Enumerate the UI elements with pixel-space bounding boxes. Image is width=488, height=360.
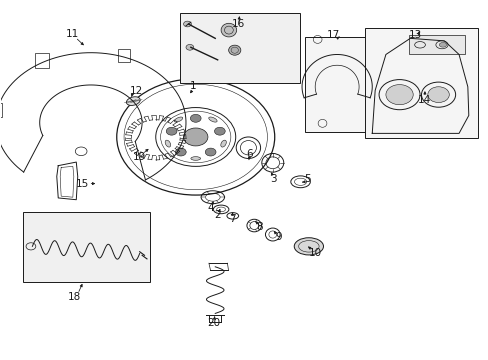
Circle shape (166, 127, 177, 135)
Ellipse shape (221, 140, 226, 147)
Bar (365, 28, 477, 138)
Bar (305, 37, 380, 132)
Circle shape (214, 127, 225, 135)
Ellipse shape (228, 45, 241, 55)
Text: 1: 1 (190, 81, 196, 91)
Circle shape (183, 21, 191, 27)
Bar (0, 103, 2, 117)
Bar (22, 212, 150, 282)
Circle shape (183, 128, 207, 146)
Text: 10: 10 (308, 248, 321, 258)
Bar (408, 35, 465, 54)
Text: 20: 20 (207, 318, 221, 328)
Ellipse shape (126, 97, 140, 105)
Ellipse shape (174, 117, 183, 122)
Text: 5: 5 (304, 174, 310, 184)
Bar (118, 49, 130, 62)
Circle shape (190, 114, 201, 122)
Text: 8: 8 (255, 222, 262, 231)
Text: 14: 14 (417, 95, 430, 105)
Circle shape (205, 148, 216, 156)
Text: 15: 15 (76, 179, 89, 189)
Text: 3: 3 (270, 174, 277, 184)
Circle shape (185, 44, 193, 50)
Text: 13: 13 (407, 30, 421, 40)
Circle shape (427, 87, 448, 103)
Text: 16: 16 (231, 19, 245, 30)
Text: 18: 18 (68, 292, 81, 302)
Ellipse shape (438, 42, 446, 47)
Text: 2: 2 (214, 210, 221, 220)
Text: 7: 7 (228, 214, 235, 224)
Text: 6: 6 (245, 149, 252, 159)
Ellipse shape (294, 238, 323, 255)
Ellipse shape (208, 117, 217, 122)
Text: 12: 12 (129, 86, 142, 96)
Text: 17: 17 (326, 31, 339, 40)
Text: 11: 11 (66, 30, 80, 39)
Text: 4: 4 (206, 203, 213, 213)
Ellipse shape (165, 140, 170, 147)
Ellipse shape (190, 157, 200, 160)
Ellipse shape (221, 23, 236, 37)
Text: 19: 19 (132, 152, 145, 162)
Bar (35, 53, 49, 68)
Circle shape (385, 85, 412, 105)
Circle shape (175, 148, 186, 156)
Bar (180, 13, 299, 83)
Text: 9: 9 (275, 232, 282, 242)
